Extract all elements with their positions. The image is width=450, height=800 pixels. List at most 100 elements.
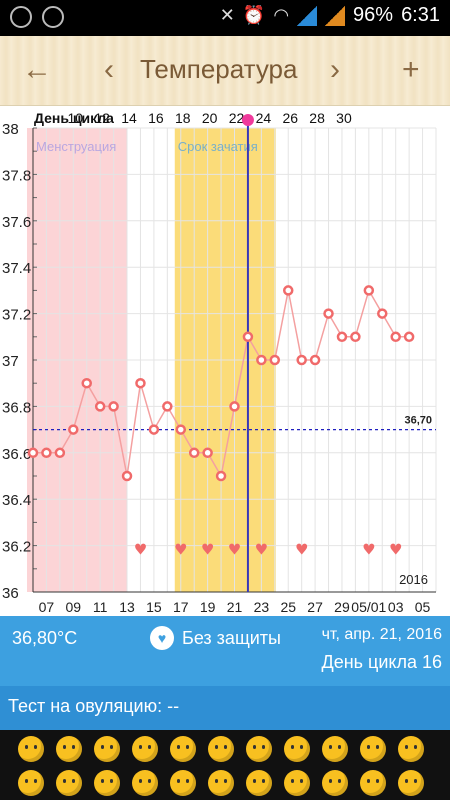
y-tick-label: 37.4	[2, 260, 31, 277]
temperature-point	[256, 354, 267, 366]
protection-label: Без защиты	[182, 627, 281, 648]
emoji-22-icon[interactable]	[398, 770, 424, 796]
date-tick-label: 23	[254, 599, 270, 615]
temperature-point	[242, 331, 254, 343]
selected-date: чт, апр. 21, 2016	[321, 626, 442, 643]
emoji-15-icon[interactable]	[132, 770, 158, 796]
emoji-9-icon[interactable]	[322, 736, 348, 762]
cycle-day: День цикла 16	[321, 652, 443, 672]
emoji-14-icon[interactable]	[94, 770, 120, 796]
temperature-point	[282, 285, 294, 296]
temperature-point	[162, 401, 173, 412]
next-cycle-button[interactable]: ›	[330, 53, 340, 86]
emoji-18-icon[interactable]	[246, 770, 272, 796]
menstruation-label: Менструация	[36, 139, 116, 154]
date-tick-label: 25	[280, 599, 296, 615]
emoji-7-icon[interactable]	[246, 736, 272, 762]
cycle-day-header-label: День цикла	[34, 110, 114, 126]
signal-icon	[297, 5, 318, 26]
emoji-3-icon[interactable]	[94, 736, 120, 762]
temperature-point	[309, 354, 321, 366]
day-info-panel[interactable]: 36,80°C ♥ Без защиты чт, апр. 21, 2016 Д…	[0, 616, 450, 686]
y-tick-label: 36.2	[2, 539, 31, 556]
temperature-chart[interactable]: 38 37.8 37.6 37.4 37.2 37 36.8 36.6 36.4 36.2 36 Ме…	[0, 106, 450, 616]
y-tick-label: 36.6	[2, 446, 31, 463]
status-bar: ✕ ⏰ ◠ 96% 6:31	[0, 0, 450, 36]
emoji-2-icon[interactable]	[56, 736, 82, 762]
cycle-day-tick-label: 20	[202, 110, 218, 126]
temperature-point	[68, 424, 79, 435]
temperature-point	[41, 447, 52, 459]
mute-icon: ✕	[219, 5, 235, 25]
temperature-point	[269, 354, 281, 366]
emoji-10-icon[interactable]	[360, 736, 386, 762]
date-tick-label: 15	[146, 599, 162, 615]
emoji-16-icon[interactable]	[170, 770, 196, 796]
year-label: 2016	[399, 572, 428, 587]
previous-cycle-button[interactable]: ‹	[104, 53, 114, 86]
y-tick-label: 37	[2, 353, 19, 370]
cycle-day-tick-label: 30	[336, 110, 352, 126]
emoji-1-icon[interactable]	[18, 736, 44, 762]
date-tick-label: 11	[93, 599, 108, 615]
y-tick-label: 37.8	[2, 167, 31, 184]
temperature-point	[54, 447, 66, 459]
date-tick-label: 27	[307, 599, 323, 615]
battery-level: 96%	[353, 4, 394, 26]
coverline-label: 36,70	[404, 415, 432, 427]
date-tick-label: 29	[334, 599, 350, 615]
date-tick-label: 07	[39, 599, 55, 615]
whatsapp-icon	[10, 6, 32, 28]
temperature-point	[229, 401, 240, 412]
ovulation-test-row[interactable]: Тест на овуляцию: --	[0, 686, 450, 730]
emoji-5-icon[interactable]	[170, 736, 196, 762]
intercourse-heart-icon: ♥	[362, 541, 375, 559]
emoji-12-icon[interactable]	[18, 770, 44, 796]
cycle-day-tick-label: 18	[175, 110, 191, 126]
protection-status[interactable]: ♥ Без защиты	[150, 626, 281, 650]
temperature-point	[81, 377, 92, 389]
y-tick-label: 37.6	[2, 214, 31, 231]
emoji-19-icon[interactable]	[284, 770, 310, 796]
chart-svg[interactable]: 38 37.8 37.6 37.4 37.2 37 36.8 36.6 36.4 36.2 36 Ме…	[0, 106, 450, 616]
toolbar: ← ‹ Температура › +	[0, 36, 450, 106]
temperature-point	[188, 447, 200, 459]
signal-2-icon	[325, 5, 346, 26]
y-tick-label: 36.4	[2, 492, 31, 509]
emoji-11-icon[interactable]	[398, 736, 424, 762]
cycle-day-tick-label: 10	[68, 110, 84, 126]
add-button[interactable]: +	[402, 53, 420, 86]
emoji-8-icon[interactable]	[284, 736, 310, 762]
cycle-day-tick-label: 26	[282, 110, 298, 126]
emoji-mood-bar[interactable]	[0, 730, 450, 800]
temperature-point	[27, 447, 39, 459]
temperature-point	[390, 331, 401, 343]
temperature-point	[350, 331, 361, 343]
temperature-point	[121, 470, 133, 482]
emoji-17-icon[interactable]	[208, 770, 234, 796]
date-tick-label: 17	[173, 599, 189, 615]
date-tick-label: 05/01	[351, 599, 386, 615]
date-tick-label: 19	[200, 599, 216, 615]
temperature-point	[336, 331, 348, 343]
back-button[interactable]: ←	[22, 53, 52, 86]
temperature-value: 36,80°C	[12, 628, 78, 648]
date-tick-label: 03	[388, 599, 404, 615]
emoji-6-icon[interactable]	[208, 736, 234, 762]
fertile-window-label: Срок зачатия	[178, 139, 258, 154]
y-tick-label: 37.2	[2, 307, 31, 324]
temperature-point	[403, 331, 415, 343]
emoji-13-icon[interactable]	[56, 770, 82, 796]
temperature-point	[202, 447, 213, 459]
y-tick-label: 36	[2, 585, 19, 602]
emoji-21-icon[interactable]	[360, 770, 386, 796]
emoji-4-icon[interactable]	[132, 736, 158, 762]
emoji-20-icon[interactable]	[322, 770, 348, 796]
intercourse-heart-icon: ♥	[295, 541, 308, 559]
ovulation-test-label: Тест на овуляцию: --	[8, 696, 180, 716]
current-day-marker-dot	[241, 114, 254, 126]
temperature-point	[215, 470, 227, 482]
clock: 6:31	[401, 4, 440, 26]
heart-icon: ♥	[150, 626, 174, 650]
temperature-point	[94, 401, 106, 412]
